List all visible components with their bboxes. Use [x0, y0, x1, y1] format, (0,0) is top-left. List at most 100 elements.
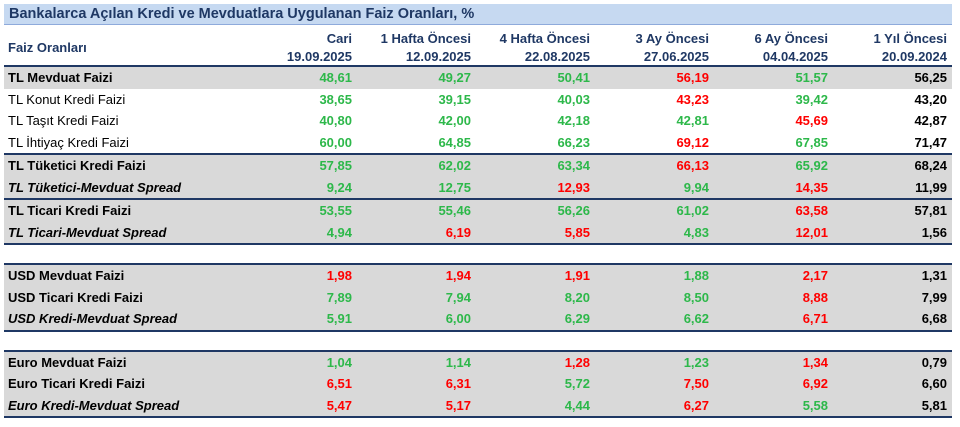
rate-value: 12,75	[357, 176, 476, 199]
rate-value: 9,24	[238, 176, 357, 199]
rate-value: 5,72	[476, 373, 595, 395]
rate-value: 64,85	[438, 134, 471, 150]
rate-value: 7,50	[595, 373, 714, 395]
rate-value: 68,24	[833, 153, 952, 177]
row-label: TL Mevduat Faizi	[4, 65, 238, 89]
rate-value: 4,44	[476, 394, 595, 418]
table-row: TL Ticari-Mevduat Spread 4,94 6,19 5,85 4,83…	[4, 221, 952, 245]
rates-table: Faiz Oranları Cari 1 Hafta Öncesi 4 Haft…	[4, 29, 952, 418]
header-row-dates: 19.09.2025 12.09.2025 22.08.2025 27.06.2…	[4, 47, 952, 67]
rate-value: 43,20	[914, 91, 947, 107]
column-header-1-week: 1 Hafta Öncesi	[380, 30, 471, 46]
rate-value: 53,55	[238, 198, 357, 222]
table-row: Euro Mevduat Faizi 1,04 1,14 1,28 1,23 1,34 0,…	[4, 349, 952, 373]
rate-value: 6,71	[714, 308, 833, 332]
spacer-cell	[4, 244, 952, 264]
rate-value: 8,50	[595, 286, 714, 308]
rate-value: 6,60	[833, 373, 952, 395]
column-header-3-months: 3 Ay Öncesi	[635, 30, 709, 46]
rate-value: 5,58	[714, 394, 833, 418]
row-label: TL Ticari-Mevduat Spread	[4, 221, 238, 245]
rate-value: 56,26	[476, 198, 595, 222]
rate-value: 1,04	[238, 349, 357, 373]
rate-value: 69,12	[676, 134, 709, 150]
rate-value: 6,31	[357, 373, 476, 395]
rate-value: 42,18	[557, 113, 590, 129]
table-row: TL Taşıt Kredi Faizi 40,80 42,00 42,18 42,81…	[4, 110, 952, 132]
column-header-1-year: 1 Yıl Öncesi	[873, 30, 947, 46]
rate-value: 49,27	[357, 65, 476, 89]
rate-value: 1,31	[833, 263, 952, 287]
rate-value: 6,27	[595, 394, 714, 418]
rate-value: 45,69	[795, 113, 828, 129]
row-label: TL Taşıt Kredi Faizi	[8, 113, 119, 129]
rate-value: 1,91	[476, 263, 595, 287]
rate-value: 9,94	[595, 176, 714, 199]
rate-value: 5,85	[476, 221, 595, 245]
rate-value: 1,34	[714, 349, 833, 373]
row-label: TL Konut Kredi Faizi	[8, 91, 126, 107]
table-row: USD Kredi-Mevduat Spread 5,91 6,00 6,29 6,62…	[4, 308, 952, 332]
rate-value: 7,99	[833, 286, 952, 308]
rate-value: 43,23	[676, 91, 709, 107]
rate-value: 60,00	[319, 134, 352, 150]
rate-value: 6,29	[476, 308, 595, 332]
row-label: Euro Mevduat Faizi	[4, 349, 238, 373]
row-label: TL Tüketici-Mevduat Spread	[4, 176, 238, 199]
rate-value: 39,42	[795, 91, 828, 107]
column-header-current: Cari	[326, 30, 352, 46]
rate-value: 12,01	[714, 221, 833, 245]
rate-value: 2,17	[714, 263, 833, 287]
rate-value: 1,23	[595, 349, 714, 373]
rate-value: 5,81	[833, 394, 952, 418]
rate-value: 40,03	[557, 91, 590, 107]
rate-value: 66,23	[557, 134, 590, 150]
column-header-4-weeks: 4 Hafta Öncesi	[499, 30, 590, 46]
rate-value: 38,65	[319, 91, 352, 107]
rate-value: 5,91	[238, 308, 357, 332]
page-title: Bankalarca Açılan Kredi ve Mevduatlara U…	[4, 4, 952, 25]
rate-value: 63,34	[476, 153, 595, 177]
table-row: TL Konut Kredi Faizi 38,65 39,15 40,03 43,23…	[4, 89, 952, 111]
row-label: Euro Kredi-Mevduat Spread	[4, 394, 238, 418]
column-date-1-year: 20.09.2024	[833, 47, 952, 67]
rate-value: 62,02	[357, 153, 476, 177]
rate-value: 7,94	[357, 286, 476, 308]
column-date-4-weeks: 22.08.2025	[476, 47, 595, 67]
table-row: TL Tüketici-Mevduat Spread 9,24 12,75 12,93…	[4, 176, 952, 199]
rate-value: 14,35	[714, 176, 833, 199]
rate-value: 8,20	[476, 286, 595, 308]
rate-value: 63,58	[714, 198, 833, 222]
rate-value: 42,87	[914, 113, 947, 129]
rate-value: 57,85	[238, 153, 357, 177]
row-label: TL Ticari Kredi Faizi	[4, 198, 238, 222]
rate-value: 0,79	[833, 349, 952, 373]
rate-value: 12,93	[476, 176, 595, 199]
rate-value: 1,14	[357, 349, 476, 373]
row-label: USD Ticari Kredi Faizi	[4, 286, 238, 308]
column-date-1-week: 12.09.2025	[357, 47, 476, 67]
spacer-row	[4, 330, 952, 351]
table-row: USD Mevduat Faizi 1,98 1,94 1,91 1,88 2,17 1,3…	[4, 263, 952, 287]
rate-value: 61,02	[595, 198, 714, 222]
rate-value: 7,89	[238, 286, 357, 308]
table-row: TL Tüketici Kredi Faizi 57,85 62,02 63,34 66…	[4, 153, 952, 177]
row-label: USD Mevduat Faizi	[4, 263, 238, 287]
rate-value: 6,62	[595, 308, 714, 332]
rate-value: 67,85	[795, 134, 828, 150]
rate-value: 48,61	[238, 65, 357, 89]
rate-value: 39,15	[438, 91, 471, 107]
column-header-6-months: 6 Ay Öncesi	[754, 30, 828, 46]
spacer-row	[4, 244, 952, 264]
rate-value: 51,57	[714, 65, 833, 89]
row-label: Euro Ticari Kredi Faizi	[4, 373, 238, 395]
rate-value: 57,81	[833, 198, 952, 222]
rate-value: 1,56	[833, 221, 952, 245]
rate-value: 55,46	[357, 198, 476, 222]
table-row: Euro Kredi-Mevduat Spread 5,47 5,17 4,44 6,2…	[4, 394, 952, 418]
spacer-cell	[4, 330, 952, 351]
rate-value: 4,94	[238, 221, 357, 245]
row-label: USD Kredi-Mevduat Spread	[4, 308, 238, 332]
row-label-header: Faiz Oranları	[8, 39, 87, 55]
row-label: TL Tüketici Kredi Faizi	[4, 153, 238, 177]
